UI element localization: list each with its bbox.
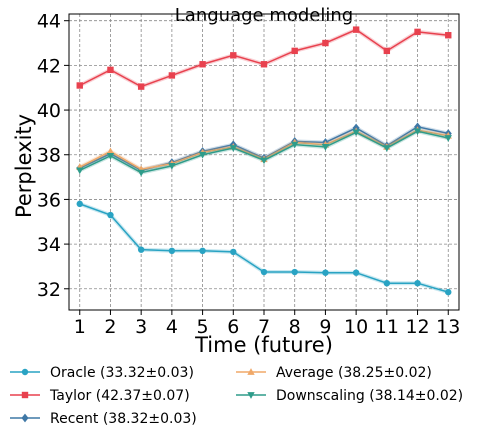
series-band <box>78 27 449 89</box>
data-point <box>199 247 206 254</box>
data-point <box>383 47 391 55</box>
x-tick-label: 8 <box>289 316 301 338</box>
x-tick-label: 13 <box>436 316 460 338</box>
series-1 <box>76 26 452 90</box>
series-band <box>79 202 449 295</box>
legend-label: Average (38.25±0.02) <box>276 365 432 381</box>
data-point <box>445 288 452 296</box>
data-point <box>291 141 299 149</box>
data-point <box>137 83 145 90</box>
data-point <box>352 129 360 137</box>
data-point <box>260 157 268 165</box>
data-point <box>352 26 360 33</box>
x-tick-label: 5 <box>197 316 209 338</box>
legend-label: Recent (38.32±0.03) <box>50 411 197 427</box>
data-point <box>413 128 422 136</box>
y-tick-label: 44 <box>37 11 61 33</box>
y-tick-label: 32 <box>37 279 61 301</box>
data-point <box>107 211 114 219</box>
data-point <box>106 152 115 160</box>
data-point <box>137 169 145 177</box>
x-tick-label: 9 <box>319 316 331 338</box>
data-point <box>383 279 391 287</box>
data-point <box>107 66 114 74</box>
data-point <box>291 47 298 55</box>
x-tick-label: 2 <box>104 316 116 338</box>
data-point <box>291 268 298 276</box>
data-point <box>444 135 452 142</box>
series-line <box>79 28 449 88</box>
data-point <box>76 200 83 208</box>
x-tick-label: 3 <box>135 316 147 338</box>
legend-label: Oracle (33.32±0.03) <box>50 365 194 381</box>
data-point <box>445 32 452 39</box>
data-point <box>76 167 84 175</box>
y-tick-label: 38 <box>37 145 61 167</box>
x-axis-label: Time (future) <box>194 333 333 357</box>
data-point <box>260 268 268 276</box>
legend-swatch-marker <box>21 391 29 399</box>
legend-item: Average (38.25±0.02) <box>236 365 432 381</box>
x-ticks: 1 2 3 4 5 6 7 8 9 10 11 12 13 <box>74 310 460 338</box>
data-point <box>168 163 176 170</box>
legend-item: Downscaling (38.14±0.02) <box>236 388 463 404</box>
data-point <box>199 61 206 68</box>
data-point <box>352 269 360 276</box>
data-point <box>322 39 329 47</box>
data-point <box>168 72 176 79</box>
legend-label: Downscaling (38.14±0.02) <box>276 388 463 404</box>
legend-item: Oracle (33.32±0.03) <box>10 365 194 381</box>
data-point <box>229 145 237 152</box>
series-0 <box>76 200 452 296</box>
x-tick-label: 7 <box>258 316 270 338</box>
data-point <box>106 147 115 155</box>
series-layer <box>76 26 452 296</box>
data-point <box>414 28 421 36</box>
x-tick-label: 1 <box>74 316 86 338</box>
data-point <box>76 82 83 89</box>
data-point <box>414 279 421 287</box>
y-tick-label: 40 <box>37 100 61 122</box>
legend-swatch-marker <box>21 413 29 423</box>
data-point <box>168 247 176 254</box>
x-tick-label: 11 <box>375 316 399 338</box>
data-point <box>198 151 207 159</box>
data-point <box>260 61 268 68</box>
series-4 <box>76 128 452 177</box>
legend-label: Taylor (42.37±0.07) <box>49 388 190 404</box>
legend-swatch-marker <box>247 368 255 375</box>
legend-swatch-marker <box>21 368 29 376</box>
y-tick-label: 36 <box>37 189 61 211</box>
series-line <box>79 203 449 293</box>
y-axis-label: Perplexity <box>12 114 36 218</box>
x-tick-label: 12 <box>405 316 429 338</box>
legend-swatch-marker <box>247 392 255 399</box>
y-tick-label: 34 <box>37 234 61 256</box>
x-tick-label: 10 <box>344 316 368 338</box>
data-point <box>321 144 330 151</box>
legend: Oracle (33.32±0.03) Taylor (42.37±0.07) Re… <box>10 365 463 427</box>
data-point <box>137 246 145 253</box>
x-tick-label: 4 <box>166 316 178 338</box>
y-ticks: 32 34 36 38 40 42 44 <box>37 11 69 301</box>
data-point <box>230 52 237 59</box>
data-point <box>230 248 237 256</box>
y-tick-label: 42 <box>37 55 61 77</box>
legend-item: Taylor (42.37±0.07) <box>10 388 190 404</box>
x-tick-label: 6 <box>227 316 239 338</box>
data-point <box>322 269 329 276</box>
data-point <box>383 145 391 152</box>
legend-item: Recent (38.32±0.03) <box>10 411 197 427</box>
